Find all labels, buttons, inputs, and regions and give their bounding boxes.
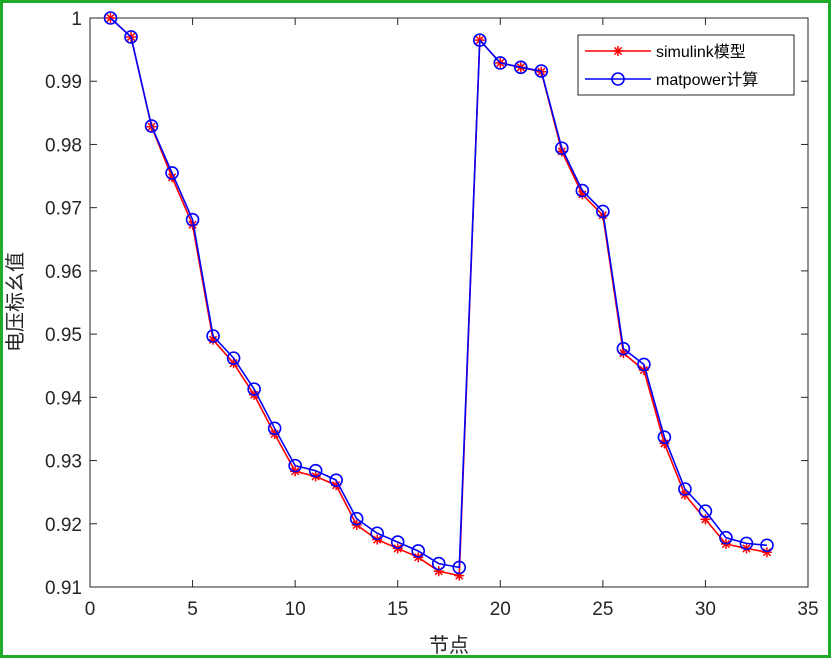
y-tick-label: 0.96 — [45, 262, 82, 283]
y-tick-label: 0.93 — [45, 452, 82, 473]
data-point-circle — [370, 526, 385, 541]
data-point-circle — [390, 535, 405, 549]
data-point-circle — [472, 33, 487, 47]
legend-box — [577, 34, 795, 96]
data-point-circle — [165, 166, 179, 180]
data-point-circle — [678, 482, 692, 496]
x-tick-label: 10 — [285, 599, 306, 620]
y-tick-label: 1 — [71, 9, 82, 30]
x-tick-label: 30 — [695, 599, 716, 620]
data-point-circle — [555, 141, 569, 156]
y-tick-label: 0.97 — [45, 199, 82, 220]
data-point-circle — [185, 212, 200, 227]
data-point-circle — [288, 458, 302, 473]
data-point-circle — [226, 351, 241, 365]
data-point-circle — [349, 511, 364, 526]
legend-label-matpower: matpower计算 — [656, 70, 758, 89]
data-point-circle — [534, 64, 549, 78]
data-point-circle — [513, 60, 528, 75]
data-point-circle — [698, 504, 713, 518]
data-point-asterisk — [761, 547, 772, 558]
data-point-circle — [431, 556, 446, 571]
series-line-1 — [109, 17, 768, 569]
data-point-circle — [739, 536, 754, 551]
series-layer — [103, 11, 774, 581]
x-axis-title: 节点 — [429, 633, 469, 657]
y-tick-label: 0.94 — [45, 388, 82, 409]
data-point-circle — [616, 341, 631, 356]
x-tick-label: 15 — [387, 599, 408, 620]
plot-area — [89, 17, 809, 588]
data-point-circle — [308, 463, 323, 478]
data-point-asterisk — [433, 566, 444, 577]
legend-label-simulink: simulink模型 — [656, 43, 746, 61]
y-tick-label: 0.92 — [45, 515, 82, 536]
legend-circle-marker — [611, 72, 625, 86]
data-point-circle — [329, 473, 343, 487]
x-tick-label: 0 — [85, 599, 96, 620]
data-point-circle — [493, 56, 508, 70]
y-tick-label: 0.91 — [45, 578, 82, 599]
y-axis-title: 电压标幺值 — [3, 252, 27, 352]
data-point-circle — [124, 30, 138, 44]
y-tick-label: 0.95 — [45, 325, 82, 346]
data-point-circle — [719, 530, 733, 545]
axis-ticks: 0 5 10 15 20 25 30 35 0.91 0.92 0.93 0.94 0.95 0.96 0.… — [45, 9, 819, 620]
x-tick-label: 20 — [490, 599, 511, 620]
x-tick-label: 5 — [187, 599, 198, 620]
data-point-circle — [452, 560, 467, 575]
data-point-circle — [596, 204, 610, 219]
legend: simulink模型 matpower计算 — [577, 34, 795, 96]
data-point-circle — [206, 329, 220, 343]
data-point-circle — [657, 430, 672, 444]
y-tick-label: 0.98 — [45, 135, 82, 156]
y-tick-label: 0.99 — [45, 72, 82, 93]
data-point-circle — [637, 357, 651, 372]
data-point-circle — [267, 421, 282, 436]
data-point-circle — [575, 183, 590, 198]
x-tick-label: 25 — [592, 599, 613, 620]
x-tick-label: 35 — [797, 599, 818, 620]
data-point-circle — [103, 11, 118, 25]
data-point-circle — [144, 119, 159, 133]
data-point-circle — [411, 544, 426, 558]
data-point-circle — [760, 538, 774, 553]
legend-asterisk-marker — [613, 46, 623, 56]
data-point-circle — [247, 382, 261, 396]
